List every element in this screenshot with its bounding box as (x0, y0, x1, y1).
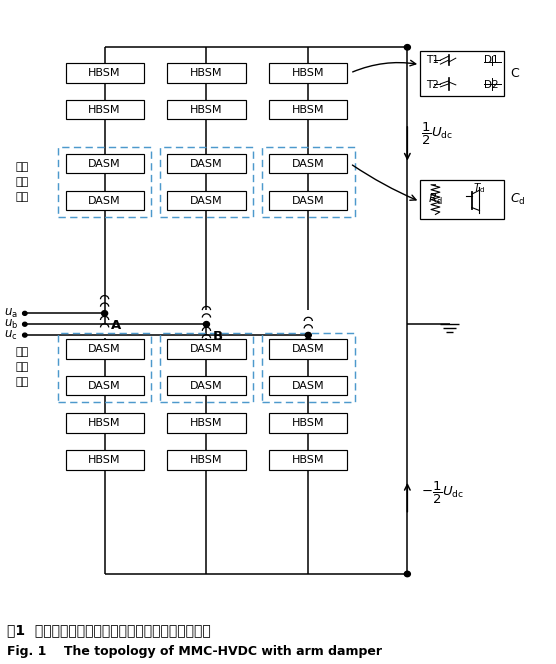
Text: DASM: DASM (190, 159, 223, 169)
FancyBboxPatch shape (269, 191, 348, 210)
Text: HBSM: HBSM (292, 105, 325, 115)
Text: DASM: DASM (292, 159, 325, 169)
Text: D2: D2 (484, 80, 499, 90)
Text: $-\dfrac{1}{2}U_{\rm dc}$: $-\dfrac{1}{2}U_{\rm dc}$ (421, 480, 464, 507)
FancyBboxPatch shape (167, 376, 246, 396)
Text: DASM: DASM (292, 196, 325, 206)
Circle shape (102, 311, 108, 316)
Text: DASM: DASM (190, 380, 223, 390)
FancyBboxPatch shape (269, 450, 348, 469)
Text: 桥臂
阻尼
模块: 桥臂 阻尼 模块 (16, 347, 29, 387)
Text: $u_{\rm a}$: $u_{\rm a}$ (4, 307, 18, 320)
Text: HBSM: HBSM (88, 455, 121, 465)
Text: HBSM: HBSM (88, 68, 121, 78)
Text: 图1  具有桥臂阻尼的模块化多电平换流器的拓扑结构: 图1 具有桥臂阻尼的模块化多电平换流器的拓扑结构 (7, 623, 211, 637)
Text: Fig. 1    The topology of MMC-HVDC with arm damper: Fig. 1 The topology of MMC-HVDC with arm… (7, 645, 382, 658)
FancyBboxPatch shape (269, 339, 348, 359)
Text: T2: T2 (426, 80, 439, 90)
FancyBboxPatch shape (269, 100, 348, 120)
Text: $\dfrac{1}{2}U_{\rm dc}$: $\dfrac{1}{2}U_{\rm dc}$ (421, 121, 453, 147)
FancyBboxPatch shape (269, 376, 348, 396)
Circle shape (404, 44, 410, 50)
Circle shape (203, 321, 210, 327)
Text: $u_{\rm c}$: $u_{\rm c}$ (4, 329, 17, 342)
Circle shape (23, 311, 27, 315)
Circle shape (23, 333, 27, 337)
FancyBboxPatch shape (167, 413, 246, 433)
FancyBboxPatch shape (167, 450, 246, 469)
Text: DASM: DASM (88, 196, 121, 206)
FancyBboxPatch shape (269, 63, 348, 83)
Text: D1: D1 (484, 55, 499, 65)
Text: HBSM: HBSM (292, 68, 325, 78)
Text: HBSM: HBSM (190, 418, 223, 428)
Text: 桥臂
阻尼
模块: 桥臂 阻尼 模块 (16, 162, 29, 202)
Text: DASM: DASM (88, 344, 121, 354)
Text: HBSM: HBSM (292, 455, 325, 465)
Text: HBSM: HBSM (88, 105, 121, 115)
Text: HBSM: HBSM (190, 105, 223, 115)
Text: $C_{\rm d}$: $C_{\rm d}$ (510, 192, 526, 207)
FancyBboxPatch shape (167, 100, 246, 120)
FancyBboxPatch shape (167, 191, 246, 210)
Text: HBSM: HBSM (190, 455, 223, 465)
Circle shape (23, 322, 27, 326)
FancyBboxPatch shape (420, 180, 504, 219)
Text: DASM: DASM (292, 380, 325, 390)
FancyBboxPatch shape (269, 153, 348, 173)
FancyBboxPatch shape (269, 413, 348, 433)
FancyBboxPatch shape (66, 191, 143, 210)
Text: HBSM: HBSM (292, 418, 325, 428)
Text: HBSM: HBSM (190, 68, 223, 78)
Text: C: C (315, 341, 324, 353)
Text: DASM: DASM (88, 159, 121, 169)
FancyBboxPatch shape (167, 153, 246, 173)
Text: DASM: DASM (190, 344, 223, 354)
FancyBboxPatch shape (66, 413, 143, 433)
Circle shape (404, 571, 410, 577)
Text: DASM: DASM (88, 380, 121, 390)
Text: DASM: DASM (190, 196, 223, 206)
FancyBboxPatch shape (66, 100, 143, 120)
FancyBboxPatch shape (167, 339, 246, 359)
FancyBboxPatch shape (66, 376, 143, 396)
FancyBboxPatch shape (66, 153, 143, 173)
Text: HBSM: HBSM (88, 418, 121, 428)
Text: DASM: DASM (292, 344, 325, 354)
Text: C: C (510, 67, 519, 80)
FancyBboxPatch shape (66, 339, 143, 359)
Text: $u_{\rm b}$: $u_{\rm b}$ (4, 317, 18, 331)
FancyBboxPatch shape (66, 450, 143, 469)
Text: $R_{\rm d}$: $R_{\rm d}$ (428, 192, 443, 207)
Text: $T_{\rm d}$: $T_{\rm d}$ (473, 181, 485, 195)
FancyBboxPatch shape (420, 51, 504, 96)
Text: B: B (212, 329, 222, 343)
FancyBboxPatch shape (167, 63, 246, 83)
Circle shape (305, 333, 311, 338)
Text: A: A (111, 319, 121, 332)
Text: T1: T1 (426, 55, 439, 65)
FancyBboxPatch shape (66, 63, 143, 83)
